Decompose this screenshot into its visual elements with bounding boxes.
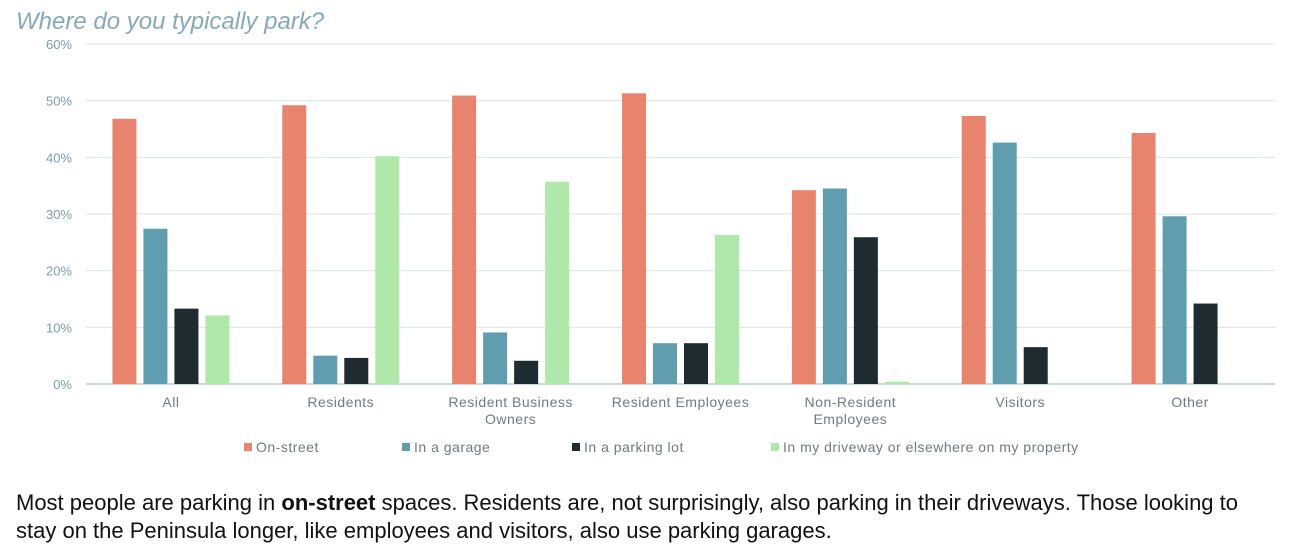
bar-in-a-parking-lot — [853, 237, 878, 384]
x-tick-label: Residents — [307, 394, 374, 410]
y-tick-label: 30% — [46, 207, 72, 222]
bar-in-my-driveway-or-elsewhere-on-my-property — [715, 234, 739, 384]
bar-in-a-garage — [992, 142, 1017, 384]
x-tick-label: All — [162, 394, 179, 410]
bar-in-my-driveway-or-elsewhere-on-my-property — [884, 381, 909, 384]
bar-in-a-parking-lot — [514, 360, 539, 384]
legend-item-in-a-garage: In a garage — [402, 439, 490, 455]
bar-in-a-parking-lot — [1023, 347, 1048, 384]
bar-on-street — [112, 118, 137, 385]
bar-on-street — [1131, 132, 1156, 384]
bar-in-my-driveway-or-elsewhere-on-my-property — [375, 156, 400, 384]
legend-swatch — [244, 443, 252, 451]
legend-swatch — [771, 443, 779, 451]
bar-in-my-driveway-or-elsewhere-on-my-property — [545, 181, 570, 384]
bar-in-a-garage — [653, 343, 677, 384]
x-tick-label: Other — [1171, 394, 1209, 410]
caption-part-1: Most people are parking in — [16, 490, 282, 515]
x-tick-label: Owners — [485, 411, 536, 427]
legend-item-in-my-driveway-or-elsewhere-on-my-property: In my driveway or elsewhere on my proper… — [771, 439, 1079, 455]
y-tick-label: 50% — [46, 94, 72, 109]
chart-legend: On-street In a garage In a parking lot In m… — [0, 439, 1295, 459]
bar-on-street — [282, 105, 307, 384]
bar-on-street — [622, 93, 646, 385]
x-tick-label: Non-Resident — [805, 394, 897, 410]
x-tick-label: Visitors — [995, 394, 1045, 410]
bar-in-a-garage — [313, 355, 338, 384]
chart-caption: Most people are parking in on-street spa… — [16, 489, 1281, 545]
bar-chart: 0% 10% 20% 30% 40% 50% 60% All Residents Resident… — [46, 37, 1275, 427]
legend-item-on-street: On-street — [244, 439, 319, 455]
bar-in-my-driveway-or-elsewhere-on-my-property — [205, 315, 230, 384]
bar-on-street — [961, 115, 986, 384]
x-tick-label: Employees — [813, 411, 887, 427]
y-tick-label: 60% — [46, 37, 72, 52]
x-tick-label: Resident Business — [448, 394, 572, 410]
caption-part-2: spaces. Residents are, not surprisingly,… — [16, 490, 1239, 543]
y-tick-label: 10% — [46, 320, 72, 335]
bar-on-street — [452, 95, 477, 385]
legend-item-in-a-parking-lot: In a parking lot — [572, 439, 684, 455]
legend-label: In a garage — [414, 439, 491, 455]
bar-in-a-parking-lot — [174, 308, 199, 384]
x-tick-label: Resident Employees — [612, 394, 749, 410]
chart-title: Where do you typically park? — [16, 8, 325, 35]
legend-swatch — [402, 443, 410, 451]
bar-in-a-garage — [822, 188, 847, 384]
bar-in-a-garage — [1162, 216, 1187, 384]
legend-label: In a parking lot — [584, 439, 684, 455]
bar-in-a-parking-lot — [344, 357, 369, 384]
y-tick-label: 20% — [46, 264, 72, 279]
legend-swatch — [572, 443, 580, 451]
bar-in-a-garage — [143, 228, 168, 384]
caption-emphasis: on-street — [281, 490, 376, 515]
legend-label: On-street — [256, 439, 319, 455]
bar-in-a-parking-lot — [1193, 303, 1218, 384]
bar-in-a-garage — [483, 332, 508, 384]
y-tick-label: 0% — [53, 377, 72, 392]
legend-label: In my driveway or elsewhere on my proper… — [783, 439, 1079, 455]
y-tick-label: 40% — [46, 150, 72, 165]
bar-on-street — [791, 190, 816, 384]
bar-in-a-parking-lot — [684, 343, 708, 384]
